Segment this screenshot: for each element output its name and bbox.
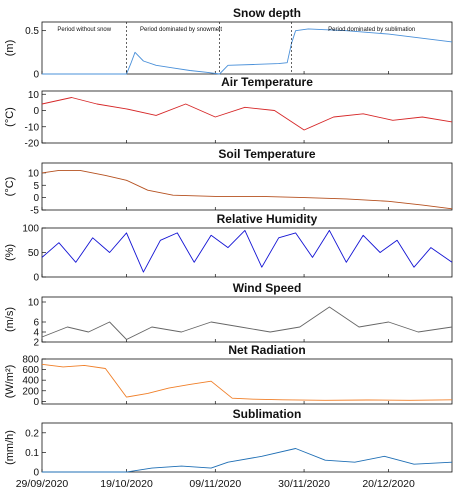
y-tick-label: 100	[22, 224, 39, 235]
y-tick-label: 4	[33, 328, 39, 339]
y-tick-label: -5	[30, 206, 39, 217]
x-tick-label: 09/11/2020	[189, 478, 241, 490]
panel-frame	[41, 162, 453, 211]
period-annotation: Period dominated by snowmelt	[140, 27, 222, 33]
y-tick-label: 6	[33, 318, 39, 329]
y-axis-label: (°C)	[4, 107, 16, 127]
series-line	[41, 229, 453, 273]
x-tick-label: 20/12/2020	[362, 478, 415, 490]
y-tick-label: 0	[33, 70, 39, 81]
y-tick-label: 10	[28, 298, 40, 309]
x-tick-label: 29/09/2020	[16, 478, 69, 490]
y-axis-label: (m)	[4, 40, 16, 57]
period-annotation: Period dominated by sublimation	[328, 27, 415, 33]
y-tick-label: 0.1	[25, 448, 39, 459]
y-tick-label: 800	[22, 355, 39, 366]
panel-frame	[41, 422, 453, 473]
panel-frame	[41, 358, 453, 405]
y-tick-label: 2	[33, 338, 39, 349]
y-tick-label: 0.5	[25, 26, 39, 37]
panel-1: Air Temperature (°C) -20 -10 0 10	[4, 75, 453, 150]
y-axis-label: (°C)	[4, 177, 16, 197]
y-tick-label: 50	[28, 248, 40, 259]
series-line	[42, 28, 453, 75]
y-tick-label: 200	[22, 386, 39, 397]
y-axis-label: (mm/h)	[4, 430, 16, 465]
y-axis-label: (m/s)	[4, 307, 16, 332]
panel-6: Sublimation (mm/h) 0 0.1 0.2	[4, 407, 453, 479]
panel-2: Soil Temperature (°C) -5 05 10	[4, 147, 453, 217]
panel-4: Wind Speed (m/s) 246 10	[4, 281, 453, 349]
series-line	[41, 169, 453, 210]
panel-title: Air Temperature	[221, 75, 313, 89]
panel-title: Net Radiation	[228, 343, 305, 357]
y-tick-label: 600	[22, 365, 39, 376]
x-tick-label: 19/10/2020	[100, 478, 153, 490]
y-axis-label: (W/m²)	[4, 365, 16, 399]
y-tick-label: -10	[25, 122, 40, 133]
panel-title: Soil Temperature	[218, 147, 315, 161]
y-tick-label: 400	[22, 376, 39, 387]
y-tick-label: 0	[33, 273, 39, 284]
y-tick-label: 0	[33, 193, 39, 204]
panel-frame	[41, 21, 453, 75]
y-tick-label: 10	[28, 90, 40, 101]
x-tick-label: 30/11/2020	[278, 478, 330, 490]
panel-title: Wind Speed	[233, 281, 302, 295]
y-axis-label: (%)	[4, 244, 16, 261]
panel-title: Sublimation	[233, 407, 302, 421]
panel-title: Relative Humidity	[217, 212, 318, 226]
y-tick-label: 0	[33, 106, 39, 117]
y-tick-label: 10	[28, 168, 40, 179]
panel-frame	[41, 296, 453, 343]
y-tick-label: 5	[33, 181, 39, 192]
series-line	[41, 363, 453, 401]
y-tick-label: 0.2	[25, 428, 39, 439]
y-tick-label: 0	[33, 468, 39, 479]
y-tick-label: -20	[25, 139, 40, 150]
panel-3: Relative Humidity (%) 0 50 100	[4, 212, 453, 284]
panel-0: Snow depth (m) 0 0.5 Period without snow Peri…	[4, 6, 453, 81]
series-line	[41, 306, 453, 340]
period-annotation: Period without snow	[57, 27, 111, 33]
series-line	[41, 97, 453, 131]
panel-title: Snow depth	[233, 6, 301, 20]
series-line	[42, 448, 453, 473]
y-tick-label: 0	[33, 397, 39, 408]
panel-frame	[41, 90, 453, 144]
